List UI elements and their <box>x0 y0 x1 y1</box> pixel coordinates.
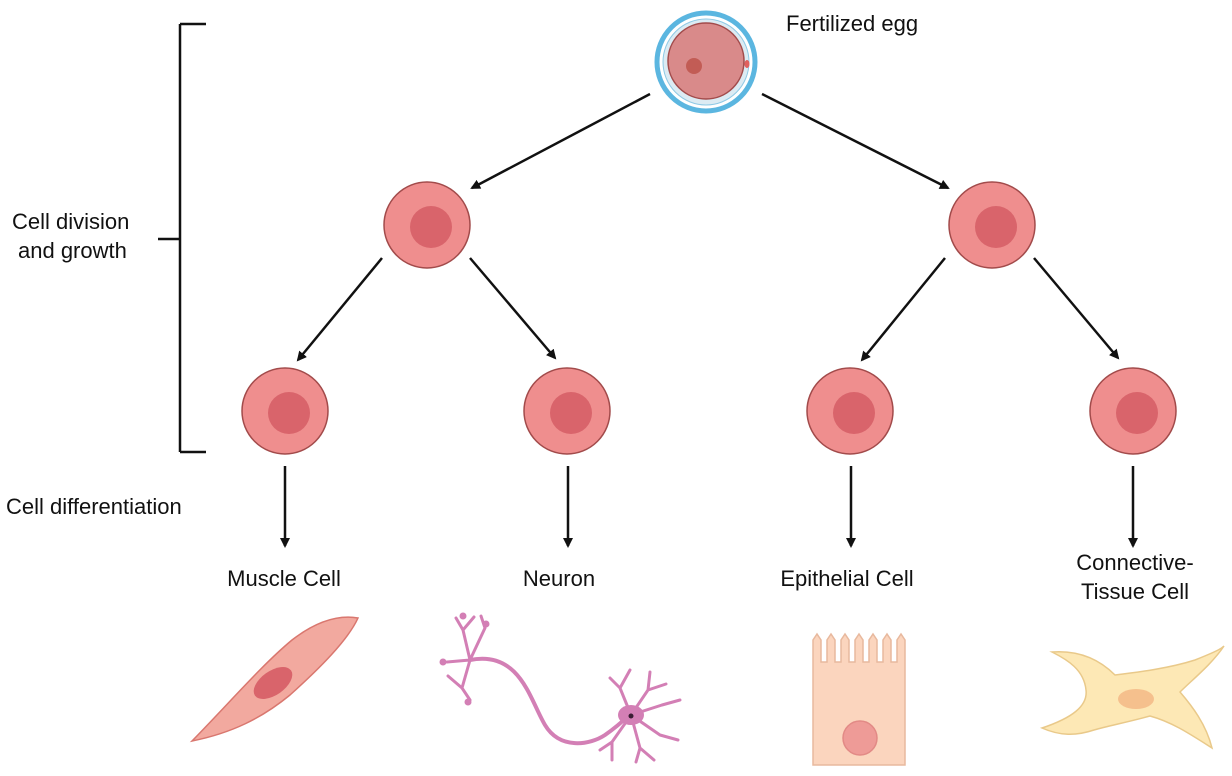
neuron-label: Neuron <box>522 566 596 591</box>
cell-gen2-2 <box>523 367 611 455</box>
division-bracket <box>158 22 206 454</box>
epithelial-cell-icon <box>812 632 906 766</box>
differentiation-arrows <box>280 466 1138 548</box>
cell-gen2-3 <box>806 367 894 455</box>
division-arrows <box>296 92 1120 362</box>
neuron-icon <box>439 612 682 764</box>
muscle-cell-icon <box>189 616 360 743</box>
cell-gen2-1 <box>241 367 329 455</box>
connective-tissue-cell-icon <box>1039 645 1225 750</box>
division-label-line1: Cell division <box>12 209 130 234</box>
cell-gen1-left <box>383 181 471 269</box>
fertilized-egg-icon <box>654 10 758 114</box>
epithelial-cell-label: Epithelial Cell <box>780 566 914 591</box>
cell-gen1-right <box>948 181 1036 269</box>
fertilized-egg-label: Fertilized egg <box>786 11 919 36</box>
muscle-cell-label: Muscle Cell <box>227 566 341 591</box>
differentiation-label: Cell differentiation <box>6 494 182 519</box>
connective-tissue-label-line2: Tissue Cell <box>1081 579 1189 604</box>
connective-tissue-label-line1: Connective- <box>1076 550 1194 575</box>
cell-gen2-4 <box>1089 367 1177 455</box>
division-label-line2: and growth <box>18 238 127 263</box>
